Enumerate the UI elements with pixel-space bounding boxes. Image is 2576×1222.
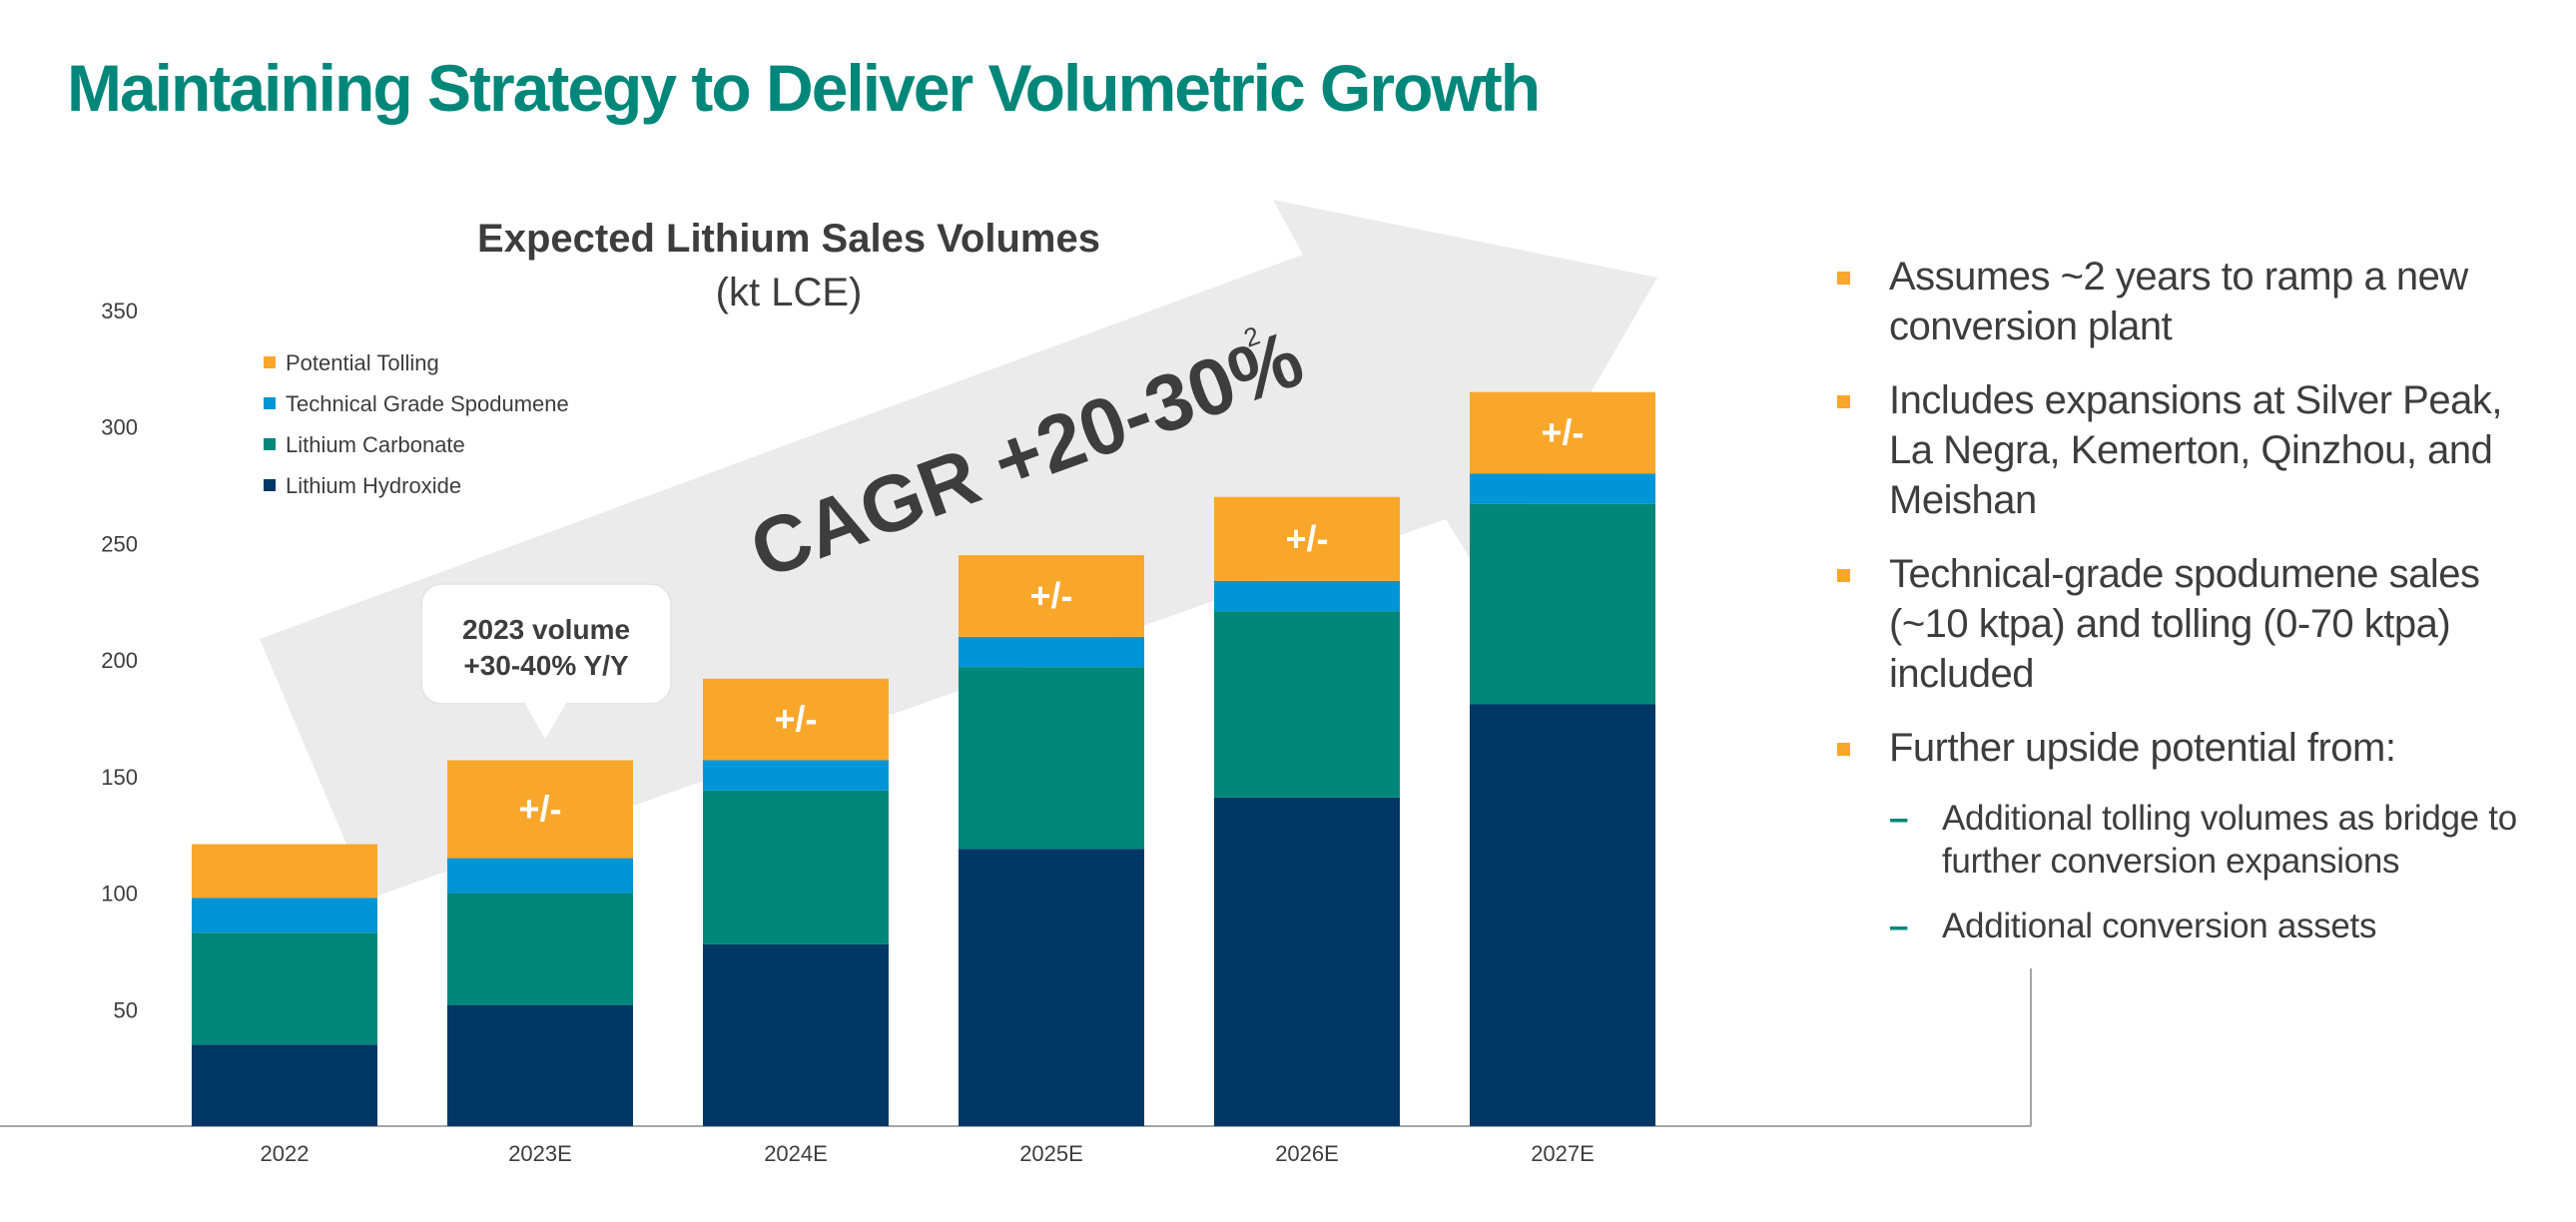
- x-tick-label: 2024E: [764, 1141, 828, 1166]
- bar-segment-potential-tolling: [192, 844, 377, 899]
- dash-bullet-icon: –: [1889, 799, 1909, 838]
- bullet-item: Technical-grade spodumene sales (~10 ktp…: [1837, 549, 2536, 699]
- bar-segment-lithium-hydroxide: [703, 943, 889, 1126]
- square-bullet-icon: [1837, 395, 1850, 408]
- x-tick-label: 2023E: [508, 1141, 572, 1166]
- chart-subtitle: (kt LCE): [716, 271, 863, 314]
- y-tick-label: 100: [101, 882, 138, 907]
- bar-segment-technical-grade-spodumene: [1214, 580, 1400, 612]
- bullet-list: Assumes ~2 years to ramp a new conversio…: [1837, 252, 2536, 969]
- bar-segment-lithium-carbonate: [447, 893, 633, 1005]
- y-tick-label: 350: [101, 299, 138, 323]
- range-label: +/-: [1285, 518, 1328, 559]
- y-tick-label: 150: [101, 765, 138, 790]
- x-tick-label: 2025E: [1019, 1141, 1083, 1166]
- bar-segment-potential-tolling: [959, 555, 1144, 637]
- sub-bullet-text: Additional tolling volumes as bridge to …: [1942, 799, 2517, 881]
- bullet-text: Technical-grade spodumene sales (~10 ktp…: [1889, 552, 2480, 696]
- y-axis-ticks: 50 100 150 200 250 300 350: [101, 299, 138, 1022]
- legend-label: Lithium Hydroxide: [286, 473, 461, 498]
- bar-segment-lithium-hydroxide: [1470, 704, 1655, 1126]
- bar-segment-potential-tolling: [1470, 391, 1655, 474]
- x-tick-label: 2027E: [1531, 1141, 1595, 1166]
- range-label: +/-: [1541, 412, 1584, 453]
- bar-segment-lithium-carbonate: [1214, 611, 1400, 798]
- callout-pointer: [524, 702, 567, 739]
- bar-segment-lithium-hydroxide: [1214, 797, 1400, 1126]
- square-bullet-icon: [1837, 569, 1850, 582]
- range-labels: +/- +/- +/- +/- +/-: [518, 412, 1584, 830]
- dash-bullet-icon: –: [1889, 907, 1909, 945]
- bar-segment-potential-tolling: [703, 678, 889, 761]
- bar-segment-potential-tolling: [447, 760, 633, 859]
- bar-segment-lithium-hydroxide: [192, 1044, 377, 1126]
- range-label: +/-: [518, 789, 561, 830]
- legend-label: Potential Tolling: [286, 350, 439, 375]
- x-tick-label: 2022: [261, 1141, 310, 1166]
- x-tick-label: 2026E: [1275, 1141, 1339, 1166]
- page-title: Maintaining Strategy to Deliver Volumetr…: [67, 51, 1541, 125]
- range-label: +/-: [774, 699, 817, 740]
- legend: Potential Tolling Technical Grade Spodume…: [264, 350, 569, 498]
- bullet-text: Assumes ~2 years to ramp a new conversio…: [1889, 255, 2468, 348]
- bullet-text: Further upside potential from:: [1889, 726, 2396, 770]
- y-tick-label: 50: [114, 997, 138, 1022]
- bullet-text: Includes expansions at Silver Peak, La N…: [1889, 378, 2502, 522]
- sub-bullet-text: Additional conversion assets: [1942, 907, 2377, 945]
- bar-segment-technical-grade-spodumene: [703, 760, 889, 791]
- sub-bullet-item: – Additional tolling volumes as bridge t…: [1837, 797, 2536, 883]
- bar-segment-lithium-hydroxide: [959, 849, 1144, 1126]
- callout-line1: 2023 volume: [462, 614, 630, 645]
- sub-bullet-item: – Additional conversion assets: [1837, 905, 2536, 947]
- bars: [192, 391, 1655, 1126]
- bar-segment-technical-grade-spodumene: [1470, 473, 1655, 504]
- bar-segment-potential-tolling: [1214, 496, 1400, 581]
- bar-segment-technical-grade-spodumene: [192, 898, 377, 933]
- callout-line2: +30-40% Y/Y: [463, 650, 629, 681]
- legend-swatch: [264, 438, 276, 450]
- y-tick-label: 300: [101, 415, 138, 440]
- x-axis-ticks: 2022 2023E 2024E 2025E 2026E 2027E: [261, 1141, 1595, 1166]
- legend-swatch: [264, 356, 276, 368]
- legend-swatch: [264, 479, 276, 491]
- bullet-item: Includes expansions at Silver Peak, La N…: [1837, 375, 2536, 525]
- bar-segment-lithium-carbonate: [1470, 503, 1655, 705]
- square-bullet-icon: [1837, 272, 1850, 285]
- callout-2023: 2023 volume +30-40% Y/Y: [420, 583, 672, 739]
- y-tick-label: 200: [101, 648, 138, 673]
- bar-segment-lithium-carbonate: [192, 932, 377, 1045]
- legend-swatch: [264, 397, 276, 409]
- bullet-item: Assumes ~2 years to ramp a new conversio…: [1837, 252, 2536, 351]
- bullet-item: Further upside potential from:: [1837, 723, 2536, 773]
- legend-label: Lithium Carbonate: [286, 432, 465, 457]
- growth-arrow: [260, 200, 1657, 899]
- range-label: +/-: [1029, 575, 1072, 616]
- chart-title: Expected Lithium Sales Volumes: [477, 217, 1100, 261]
- bar-segment-lithium-hydroxide: [447, 1004, 633, 1126]
- bar-segment-technical-grade-spodumene: [959, 636, 1144, 668]
- bar-segment-lithium-carbonate: [959, 667, 1144, 850]
- bar-segment-lithium-carbonate: [703, 790, 889, 944]
- bar-segment-technical-grade-spodumene: [447, 858, 633, 894]
- y-tick-label: 250: [101, 531, 138, 556]
- square-bullet-icon: [1837, 743, 1850, 756]
- legend-label: Technical Grade Spodumene: [286, 391, 569, 416]
